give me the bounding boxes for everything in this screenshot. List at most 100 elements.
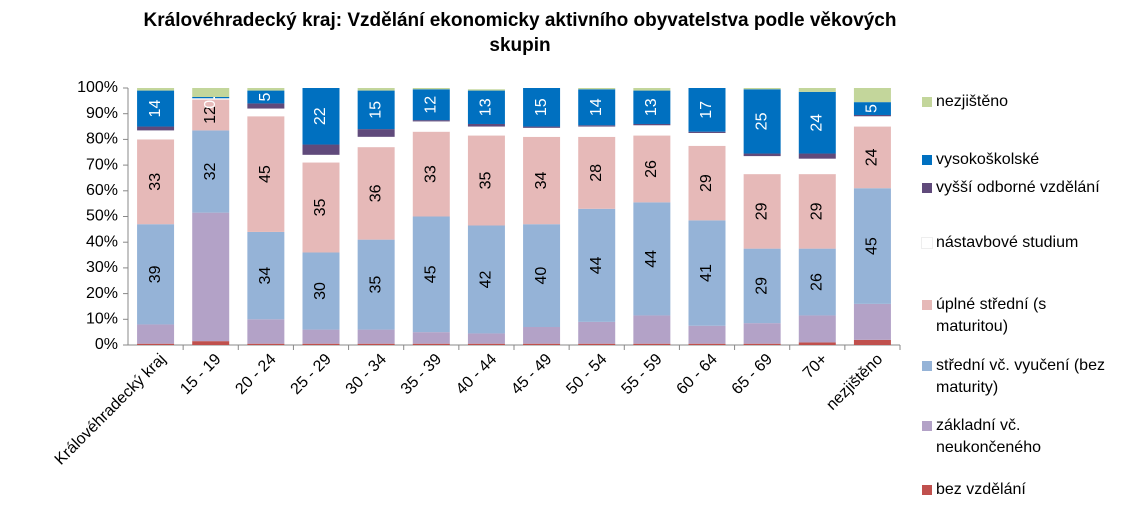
data-label: 25 (753, 112, 770, 130)
bar-segment (357, 136, 395, 148)
bar-segment (578, 208, 616, 322)
bar-segment (302, 162, 340, 253)
bar-segment (798, 153, 836, 159)
data-label: 34 (257, 267, 274, 285)
x-tick-label: 45 - 49 (508, 351, 555, 398)
legend-item: nástavbové studium (921, 232, 1122, 254)
bar-segment (853, 126, 891, 189)
bar-segment (137, 324, 175, 344)
bar-segment (523, 224, 561, 328)
data-label: 35 (312, 199, 329, 217)
bar-segment (688, 131, 726, 133)
bar-segment (633, 135, 671, 203)
bar-segment (853, 88, 891, 103)
bar-segment (137, 126, 175, 131)
y-tick-label: 40% (86, 233, 118, 250)
data-label: 40 (533, 267, 550, 285)
y-tick-label: 90% (86, 105, 118, 122)
data-label: 44 (643, 250, 660, 268)
bar-segment (412, 121, 450, 132)
data-label: 29 (809, 202, 826, 220)
data-label: 30 (312, 282, 329, 300)
bar-segment (247, 116, 285, 232)
bar-segment (798, 174, 836, 249)
data-label: 5 (257, 92, 274, 101)
y-tick-label: 10% (86, 311, 118, 328)
x-tick-label: 50 - 54 (563, 351, 610, 398)
bar-segment (412, 216, 450, 333)
bar-segment (688, 220, 726, 326)
data-label: 32 (202, 163, 219, 181)
bar-segment (192, 130, 230, 213)
bar-segment (247, 90, 285, 104)
data-label: 34 (533, 172, 550, 190)
bar-segment (578, 343, 616, 345)
legend-item: nezjištěno (922, 91, 1122, 113)
legend-item: střední vč. vyučení (bez maturity) (922, 355, 1122, 399)
data-label: 44 (588, 256, 605, 274)
bar-segment (302, 88, 340, 145)
data-label: 26 (643, 160, 660, 178)
bar-segment (467, 333, 505, 344)
data-label: 42 (478, 270, 495, 288)
data-label: 36 (367, 184, 384, 202)
bar-segment (688, 343, 726, 345)
bar-segment (412, 332, 450, 344)
x-tick-label: nezjištěno (823, 351, 886, 414)
bar-segment (192, 212, 230, 342)
bar-segment (798, 91, 836, 154)
bar-segment (357, 239, 395, 330)
legend-swatch (922, 155, 932, 165)
y-tick-label: 30% (86, 259, 118, 276)
legend-item: bez vzdělání (922, 479, 1122, 501)
bar-segment (302, 252, 340, 330)
data-label: 41 (698, 264, 715, 282)
bar-segment (467, 225, 505, 334)
legend-label: nezjištěno (936, 93, 1009, 110)
y-tick-label: 20% (86, 285, 118, 302)
x-tick-label: 40 - 44 (453, 351, 500, 398)
bar-segment (302, 329, 340, 344)
bar-segment (357, 90, 395, 130)
bar-segment (743, 153, 781, 157)
bar-segment (523, 136, 561, 225)
bar-segment (853, 339, 891, 345)
legend-item: základní vč. neukončeného (922, 415, 1122, 459)
x-tick-label: Královéhradecký kraj (52, 351, 170, 469)
legend-swatch (921, 237, 933, 249)
data-label: 17 (698, 101, 715, 119)
data-label: 5 (864, 104, 881, 113)
y-tick-label: 0% (95, 336, 118, 353)
bar-segment (137, 139, 175, 225)
bar-segment (743, 156, 781, 175)
bar-segment (467, 126, 505, 136)
y-tick-label: 50% (86, 208, 118, 225)
bar-segment (192, 88, 230, 97)
legend-swatch (922, 183, 932, 193)
bar-segment (688, 325, 726, 344)
bar-segment (247, 103, 285, 109)
bar-segment (578, 125, 616, 127)
bar-segment (357, 88, 395, 91)
data-label: 29 (753, 277, 770, 295)
bar-segment (192, 96, 230, 99)
data-label: 15 (533, 98, 550, 116)
y-tick-label: 70% (86, 156, 118, 173)
bar-segment (743, 89, 781, 154)
data-label: 26 (809, 273, 826, 291)
data-label: 45 (864, 237, 881, 255)
bar-segment (357, 147, 395, 240)
bar-segment (633, 88, 671, 91)
data-label: 29 (698, 174, 715, 192)
data-label: 15 (367, 101, 384, 119)
bar-segment (743, 88, 781, 90)
bar-segment (743, 174, 781, 249)
data-label: 33 (423, 165, 440, 183)
legend-swatch (922, 300, 932, 310)
bar-segment (688, 88, 726, 132)
bar-segment (743, 323, 781, 344)
legend-swatch (922, 485, 932, 495)
data-label: 24 (809, 114, 826, 132)
